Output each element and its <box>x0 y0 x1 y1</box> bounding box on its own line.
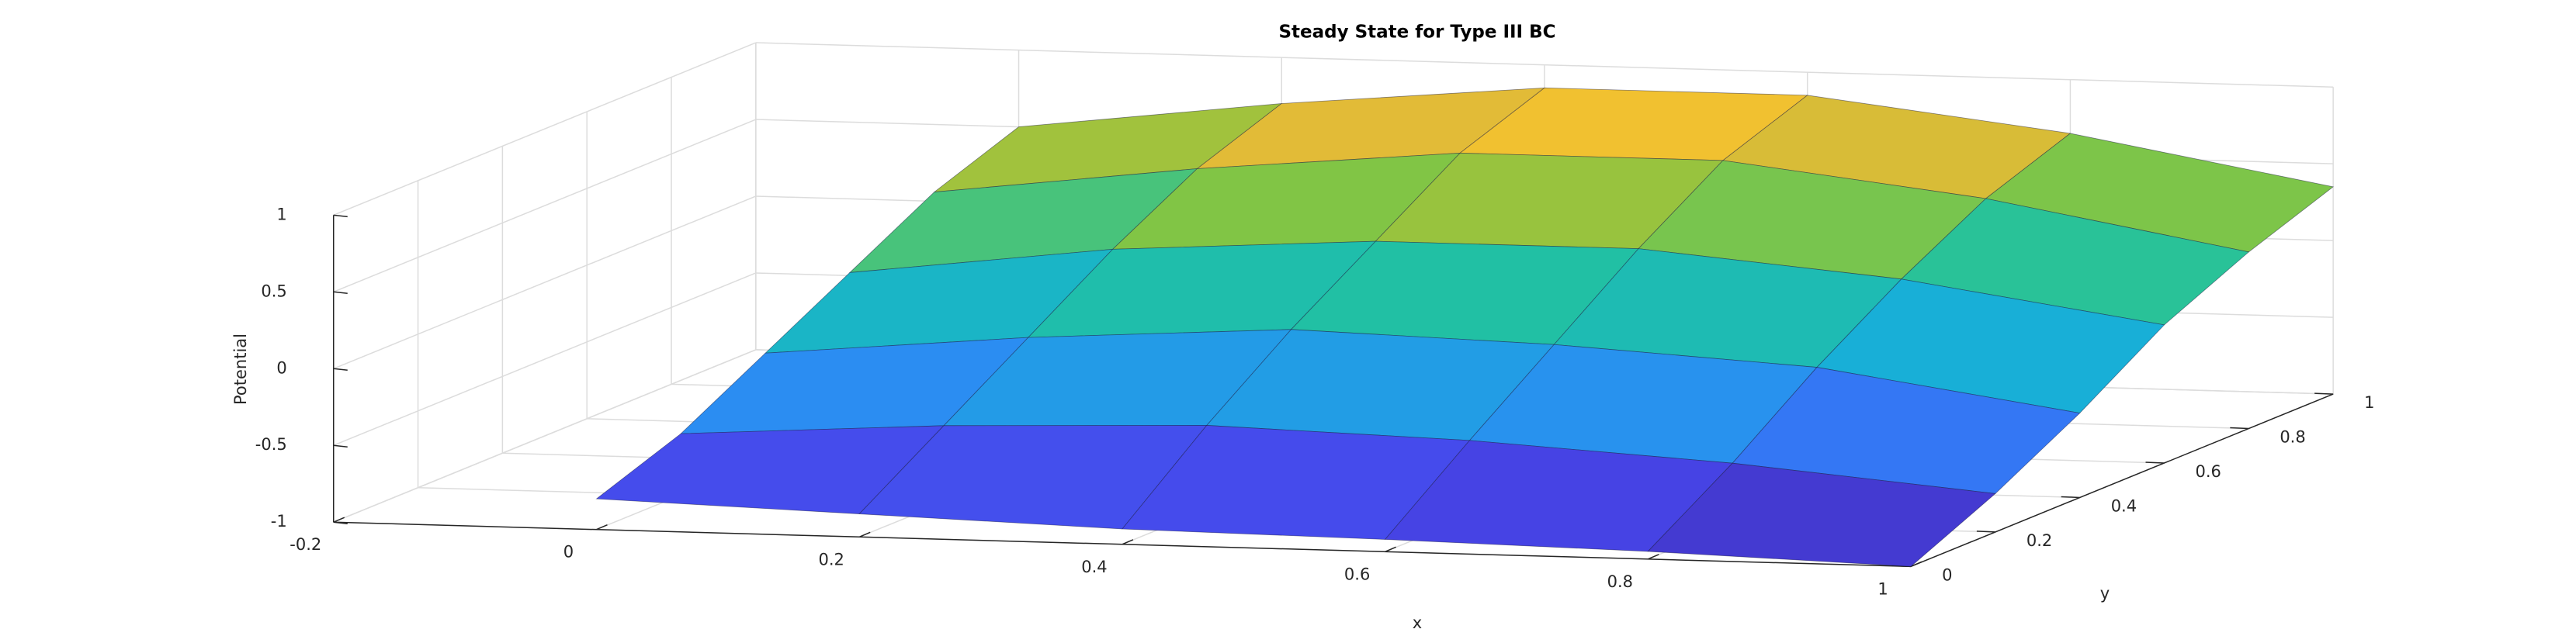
x-tick <box>858 531 871 537</box>
z-tick-label: -0.5 <box>255 435 287 454</box>
y-tick <box>1976 531 1995 533</box>
z-tick <box>333 291 348 295</box>
y-tick-label: 1 <box>2364 393 2374 412</box>
x-tick-label: 0.6 <box>1344 565 1370 583</box>
x-tick <box>1910 561 1922 568</box>
z-tick <box>333 444 348 448</box>
x-tick <box>1385 546 1396 553</box>
z-axis-label: Potential <box>231 334 250 405</box>
z-tick-label: -1 <box>271 512 287 531</box>
surface-patch <box>1647 462 1996 567</box>
z-tick-label: 0.5 <box>261 282 286 300</box>
x-tick <box>1648 554 1659 560</box>
x-axis-label: x <box>1413 614 1422 632</box>
x-tick-label: 0 <box>563 543 574 562</box>
z-tick-label: 1 <box>276 205 286 223</box>
z-tick-label: 0 <box>276 358 286 377</box>
x-tick-label: 0.8 <box>1607 572 1633 591</box>
grid-line <box>333 195 757 369</box>
grid-line <box>333 42 757 216</box>
y-tick-label: 0.4 <box>2111 496 2137 515</box>
z-tick <box>333 214 348 218</box>
grid-line <box>755 42 2334 88</box>
y-tick-label: 0 <box>1942 565 1952 584</box>
x-tick-label: 0.4 <box>1081 558 1107 576</box>
y-tick <box>2230 427 2249 430</box>
x-tick <box>1122 539 1134 545</box>
y-axis-label: y <box>2100 584 2110 603</box>
x-tick <box>333 517 345 523</box>
y-tick <box>2314 392 2334 395</box>
grid-line <box>333 119 757 292</box>
x-tick <box>596 524 608 531</box>
x-tick-label: 0.2 <box>818 550 844 569</box>
y-axis <box>1910 393 2334 568</box>
y-tick-label: 0.6 <box>2196 462 2221 481</box>
x-tick-label: -0.2 <box>289 535 321 554</box>
y-tick <box>2061 496 2080 499</box>
y-tick-label: 0.8 <box>2280 428 2305 447</box>
x-tick-label: 1 <box>1877 579 1888 598</box>
z-tick <box>333 521 348 524</box>
grid-line <box>333 349 757 523</box>
z-tick <box>333 368 348 372</box>
y-tick <box>2145 461 2165 464</box>
grid-line <box>333 272 757 446</box>
chart-title: Steady State for Type III BC <box>1278 22 1555 43</box>
y-tick-label: 0.2 <box>2026 531 2052 550</box>
